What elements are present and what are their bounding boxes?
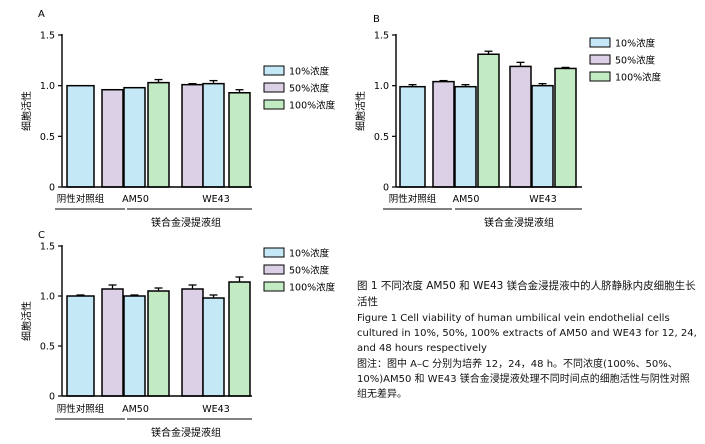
panel-a-group-label: 阴性对照组 [57,193,105,205]
panel-c-ytick-label: 0 [49,392,55,403]
panel-c-ytick-label: 1.5 [40,242,55,253]
panel-b-ytick-label: 0 [383,183,389,194]
panel-c-xlabel: 镁合金浸提液组 [151,426,221,439]
panel-a-bar [181,83,204,188]
panel-a-legend-label: 50%浓度 [289,83,330,95]
panel-c-group-label: AM50 [122,404,149,415]
panel-c-label: C [38,230,45,241]
panel-c-bar [123,295,146,397]
panel-a-ytick-label: 1.0 [40,81,55,92]
panel-a-legend-label: 100%浓度 [289,100,336,112]
panel-c-legend-swatch [263,247,285,258]
panel-c-ylabel: 细胞活性 [20,301,33,341]
panel-a-ytick-label: 0 [49,183,55,194]
panel-b-group-label: WE43 [529,194,556,205]
panel-b-legend-swatch [589,37,611,48]
panel-c-group-label: WE43 [202,404,229,415]
panel-c-ytick-label: 0.5 [40,342,55,353]
panel-c-legend-swatch [263,281,285,292]
panel-b-xlabel: 镁合金浸提液组 [484,216,554,229]
panel-b-ytick-label: 1.5 [374,31,389,42]
panel-b-legend-label: 10%浓度 [615,38,656,50]
panel-c-bar [66,295,95,397]
panel-a-group-label: AM50 [122,194,149,205]
panel-c-legend-label: 100%浓度 [289,282,336,294]
panel-c-bar [228,281,251,397]
panel-a-ytick-label: 1.5 [40,31,55,42]
panel-b-legend-label: 100%浓度 [615,72,662,84]
panel-b-bar [432,80,455,188]
panel-b-bar [399,85,426,188]
panel-c-legend-label: 10%浓度 [289,248,330,260]
panel-b-bar [454,85,477,188]
panel-b-group-label: 阴性对照组 [389,193,437,205]
panel-b-ytick-label: 1.0 [374,81,389,92]
panel-b-legend-label: 50%浓度 [615,55,656,67]
panel-b-legend-swatch [589,71,611,82]
panel-a-bar [147,81,170,188]
panel-c-legend-swatch [263,264,285,275]
panel-a-bar [202,82,225,188]
panel-a-ytick-label: 0.5 [40,132,55,143]
panel-a-bar [66,84,95,188]
panel-a-bar [101,88,124,188]
figure-caption-english: Figure 1 Cell viability of human umbilic… [357,313,697,354]
panel-b-bar [531,84,554,188]
panel-c-bar [202,297,225,397]
panel-a-group-label: WE43 [202,194,229,205]
panel-a-legend-label: 10%浓度 [289,66,330,78]
panel-a-xlabel: 镁合金浸提液组 [151,216,221,229]
panel-b-ylabel: 细胞活性 [354,91,367,131]
panel-b-legend-swatch [589,54,611,65]
panel-a-label: A [38,9,45,20]
panel-b-label: B [373,14,380,25]
panel-c-bar [147,290,170,397]
panel-a-bar [123,86,146,188]
panel-a-bar [228,92,251,188]
panel-c-ytick-label: 1.0 [40,292,55,303]
panel-a-legend-swatch [263,99,285,110]
panel-b-bar [509,65,532,188]
panel-a-legend-swatch [263,65,285,76]
panel-c-group-label: 阴性对照组 [57,403,105,415]
panel-c-bar [101,288,124,397]
panel-b-bar [477,53,500,188]
panel-c-bar [181,288,204,397]
panel-b-ytick-label: 0.5 [374,132,389,143]
panel-a-legend-swatch [263,82,285,93]
panel-c-legend-label: 50%浓度 [289,265,330,277]
figure-caption-title: 图 1 不同浓度 AM50 和 WE43 镁合金浸提液中的人脐静脉内皮细胞生长活… [357,280,696,308]
panel-a-ylabel: 细胞活性 [20,91,33,131]
panel-b-bar [554,67,577,188]
figure-caption-note: 图注：图中 A–C 分别为培养 12，24，48 h。不同浓度(100%、50%… [357,359,690,400]
panel-b-group-label: AM50 [453,194,480,205]
